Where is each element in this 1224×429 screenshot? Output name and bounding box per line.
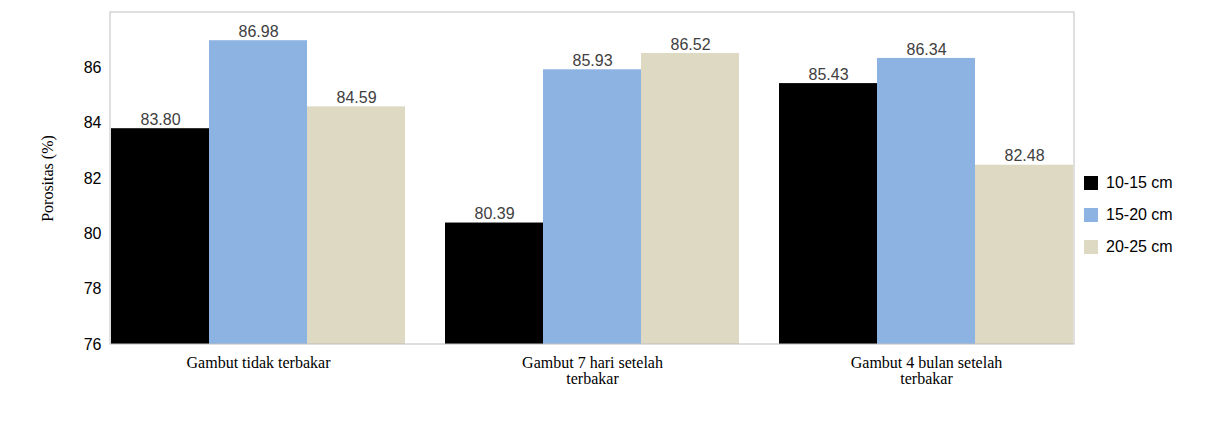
svg-text:86.52: 86.52 xyxy=(670,36,710,53)
svg-text:82.48: 82.48 xyxy=(1004,147,1044,164)
svg-text:86.98: 86.98 xyxy=(238,23,278,40)
html-text:10-15 cm: 10-15 cm xyxy=(1106,173,1173,191)
svg-text:84: 84 xyxy=(84,114,102,131)
svg-text:Porositas (%): Porositas (%) xyxy=(39,135,57,222)
svg-text:83.80: 83.80 xyxy=(140,111,180,128)
svg-text:85.43: 85.43 xyxy=(808,66,848,83)
svg-text:85.93: 85.93 xyxy=(572,52,612,69)
svg-text:Gambut 4 bulan setelahterbakar: Gambut 4 bulan setelahterbakar xyxy=(851,354,1003,387)
html-text:20-25 cm: 20-25 cm xyxy=(1106,237,1173,255)
svg-text:Gambut 7 hari setelahterbakar: Gambut 7 hari setelahterbakar xyxy=(522,354,663,387)
svg-text:80.39: 80.39 xyxy=(474,205,514,222)
svg-text:80: 80 xyxy=(84,225,102,242)
svg-text:86.34: 86.34 xyxy=(906,41,946,58)
svg-text:84.59: 84.59 xyxy=(336,89,376,106)
svg-text:78: 78 xyxy=(84,280,102,297)
svg-text:86: 86 xyxy=(84,59,102,76)
svg-text:82: 82 xyxy=(84,170,102,187)
svg-text:Gambut tidak terbakar: Gambut tidak terbakar xyxy=(187,354,332,371)
html-text:15-20 cm: 15-20 cm xyxy=(1106,205,1173,223)
svg-text:76: 76 xyxy=(84,336,102,353)
